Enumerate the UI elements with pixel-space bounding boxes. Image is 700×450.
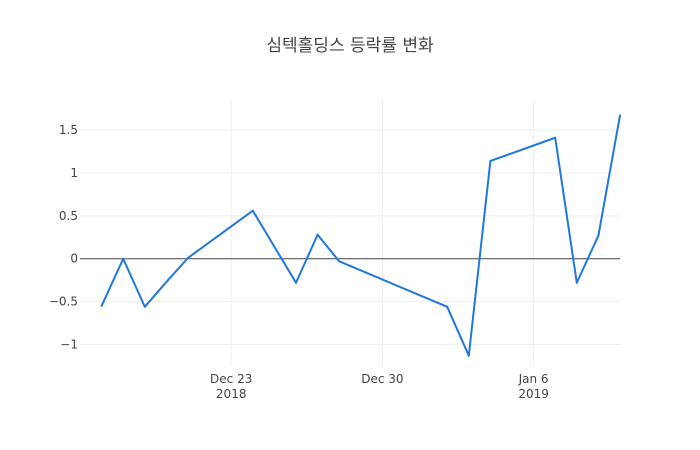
y-axis-ticks: 1.5 1 0.5 0 −0.5 −1 — [49, 123, 78, 352]
x-tick-label: Dec 30 — [361, 372, 403, 386]
data-point — [446, 305, 449, 308]
data-point — [597, 234, 600, 237]
y-tick-label: 1 — [70, 166, 78, 180]
y-tick-label: −1 — [60, 338, 78, 352]
data-point — [122, 257, 125, 260]
data-point — [338, 260, 341, 263]
y-tick-label: −0.5 — [49, 295, 78, 309]
data-point — [467, 354, 470, 357]
y-tick-label: 0.5 — [59, 209, 78, 223]
grid-lines — [80, 100, 620, 366]
x-tick-label: Dec 23 — [210, 372, 252, 386]
x-tick-year-label: 2019 — [518, 387, 549, 401]
x-tick-year-label: 2018 — [216, 387, 247, 401]
data-point — [489, 159, 492, 162]
data-point — [187, 256, 189, 259]
data-point — [165, 280, 168, 283]
data-point — [251, 209, 254, 212]
series-line — [100, 115, 621, 357]
data-point — [575, 281, 578, 284]
data-point — [316, 233, 319, 236]
data-point — [143, 305, 146, 308]
y-tick-label: 0 — [70, 252, 78, 266]
x-tick-label: Jan 6 — [518, 372, 549, 386]
series-layer — [100, 114, 621, 357]
data-point — [100, 304, 103, 307]
chart-title: 심텍홀딩스 등락률 변화 — [266, 36, 434, 56]
y-tick-label: 1.5 — [59, 123, 78, 137]
data-point — [619, 114, 621, 117]
data-point — [554, 136, 557, 139]
data-point — [295, 281, 297, 284]
